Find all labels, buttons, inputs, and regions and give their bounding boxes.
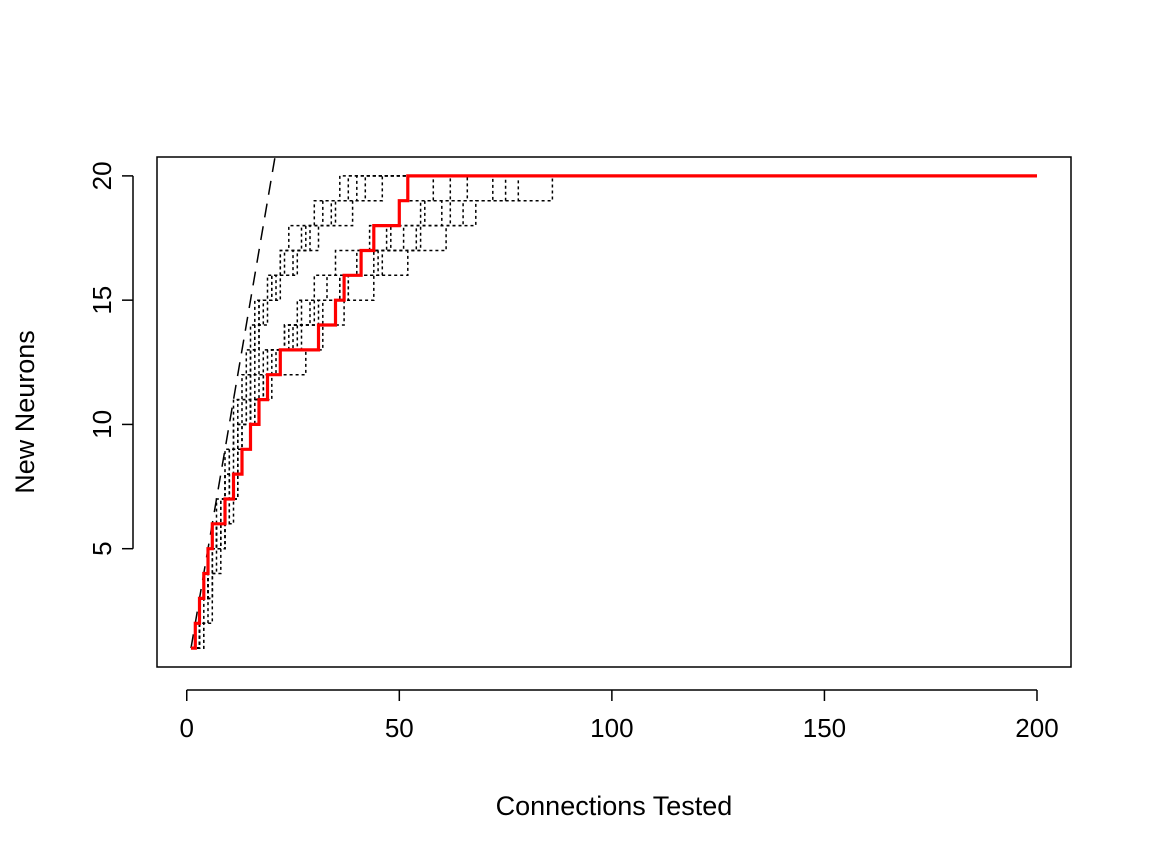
highlighted-series-line	[191, 174, 1037, 650]
y-tick-label: 15	[87, 286, 117, 315]
simulation-series-line	[191, 175, 1037, 649]
series-layer	[190, 155, 1037, 650]
x-tick-label: 150	[803, 713, 846, 743]
simulation-series-line	[191, 175, 1037, 649]
y-tick-label: 10	[87, 410, 117, 439]
x-tick-label: 50	[385, 713, 414, 743]
x-tick-label: 100	[590, 713, 633, 743]
y-tick-label: 20	[87, 161, 117, 190]
y-tick-label: 5	[87, 541, 117, 555]
reference-line	[190, 155, 276, 649]
x-tick-label: 200	[1015, 713, 1058, 743]
axes-layer: 0 50 100 150 200 5 10 15 20	[87, 161, 1059, 743]
simulation-series-line	[191, 175, 1037, 649]
y-axis-title: New Neurons	[10, 330, 40, 494]
plot-frame	[156, 156, 1072, 668]
x-tick-label: 0	[180, 713, 194, 743]
x-axis-title: Connections Tested	[496, 791, 733, 821]
